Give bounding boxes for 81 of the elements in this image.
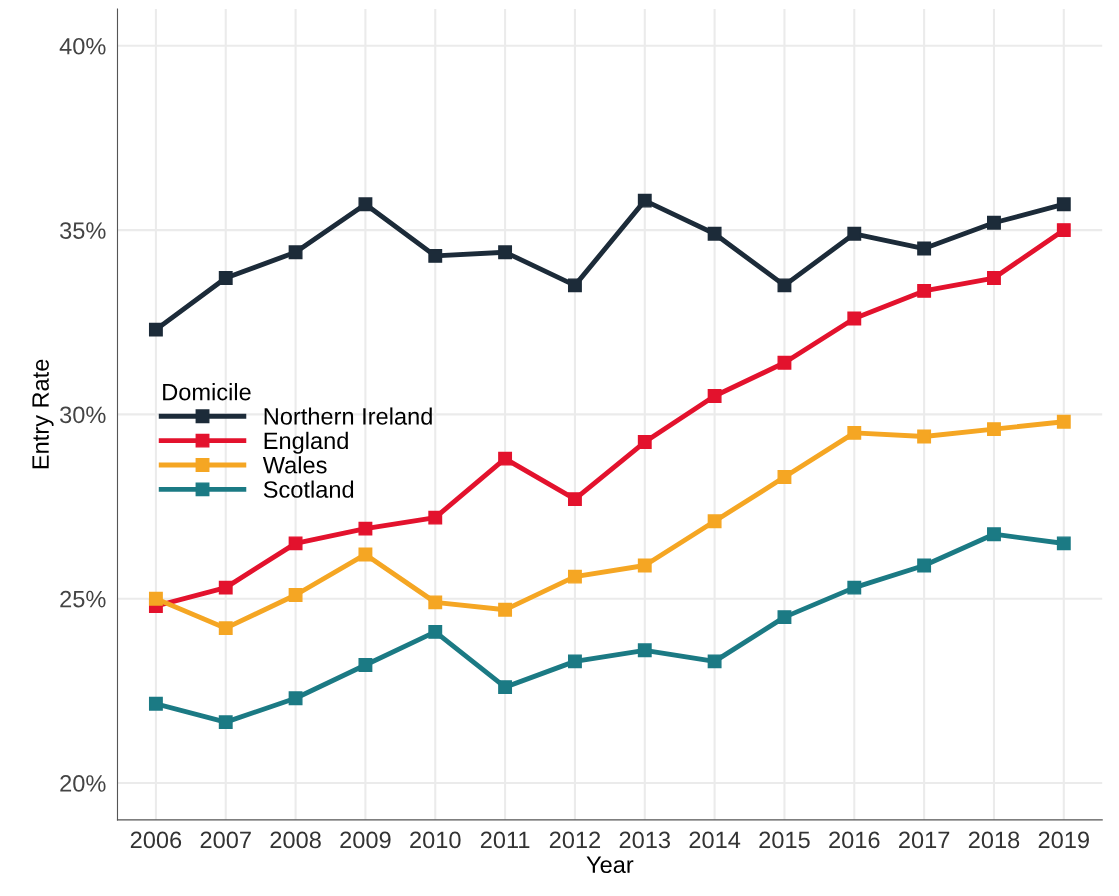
point [777, 278, 792, 293]
point [707, 389, 722, 403]
point [498, 680, 513, 695]
x-tick-label: 2006 [130, 831, 182, 849]
point [218, 580, 233, 595]
x-tick-label: 2013 [619, 831, 670, 849]
legend-label: Wales [262, 456, 327, 474]
y-tick-label: 35% [60, 222, 106, 239]
point [847, 226, 862, 241]
y-tick-label: 40% [59, 37, 106, 55]
point [567, 492, 582, 507]
point [428, 595, 443, 610]
point [707, 514, 722, 529]
x-tick-label: 2010 [410, 831, 461, 849]
point [428, 510, 443, 525]
point [917, 283, 932, 298]
point [847, 425, 862, 440]
point [428, 248, 443, 263]
legend-label: Scotland [263, 480, 354, 498]
point [288, 691, 303, 706]
point [358, 521, 373, 536]
point [218, 271, 233, 285]
point [637, 193, 652, 208]
point [917, 558, 932, 573]
y-tick-label: 20% [60, 775, 106, 792]
x-tick-label: 2008 [270, 831, 321, 849]
point [707, 226, 722, 241]
x-tick-label: 2018 [968, 831, 1020, 849]
point [218, 621, 233, 636]
point [987, 215, 1001, 230]
point [1056, 414, 1071, 429]
point [288, 245, 303, 260]
y-axis-title: Entry Rate [32, 359, 54, 469]
point [428, 624, 443, 639]
x-tick-label: 2016 [829, 831, 880, 849]
x-tick-label: 2014 [689, 831, 741, 849]
point [288, 536, 303, 551]
point [987, 271, 1001, 285]
point [847, 311, 862, 326]
point [498, 451, 513, 466]
point [637, 643, 652, 658]
point [358, 658, 373, 672]
y-tick-label: 25% [60, 590, 106, 608]
x-tick-label: 2019 [1038, 831, 1089, 849]
point [1056, 223, 1071, 238]
point [987, 422, 1001, 437]
y-tick-label: 30% [60, 406, 106, 424]
point [1056, 536, 1071, 551]
legend-title: Domicile [163, 383, 251, 401]
point [567, 278, 582, 293]
x-tick-label: 2011 [480, 831, 530, 849]
point [707, 654, 722, 669]
point [917, 429, 932, 444]
x-tick-label: 2012 [549, 831, 601, 849]
point [498, 245, 513, 260]
x-axis-title: Year [586, 856, 634, 874]
point [917, 241, 932, 256]
point [148, 322, 163, 337]
legend-label: England [264, 431, 348, 454]
point [358, 197, 373, 212]
point [637, 435, 652, 449]
x-tick-label: 2017 [899, 831, 950, 849]
point [218, 715, 233, 730]
point [637, 558, 652, 573]
x-tick-label: 2015 [759, 831, 810, 849]
point [498, 602, 513, 617]
point [567, 654, 582, 669]
point [358, 547, 373, 562]
legend-label: Northern Ireland [264, 407, 432, 425]
point [777, 470, 792, 485]
point [288, 588, 303, 602]
point [987, 527, 1001, 542]
x-tick-label: 2009 [340, 831, 391, 849]
point [847, 580, 862, 595]
point [777, 610, 792, 625]
point [148, 591, 163, 606]
point [567, 569, 582, 584]
point [1056, 197, 1071, 212]
x-tick-label: 2007 [200, 831, 251, 849]
point [148, 696, 163, 711]
point [777, 355, 792, 370]
